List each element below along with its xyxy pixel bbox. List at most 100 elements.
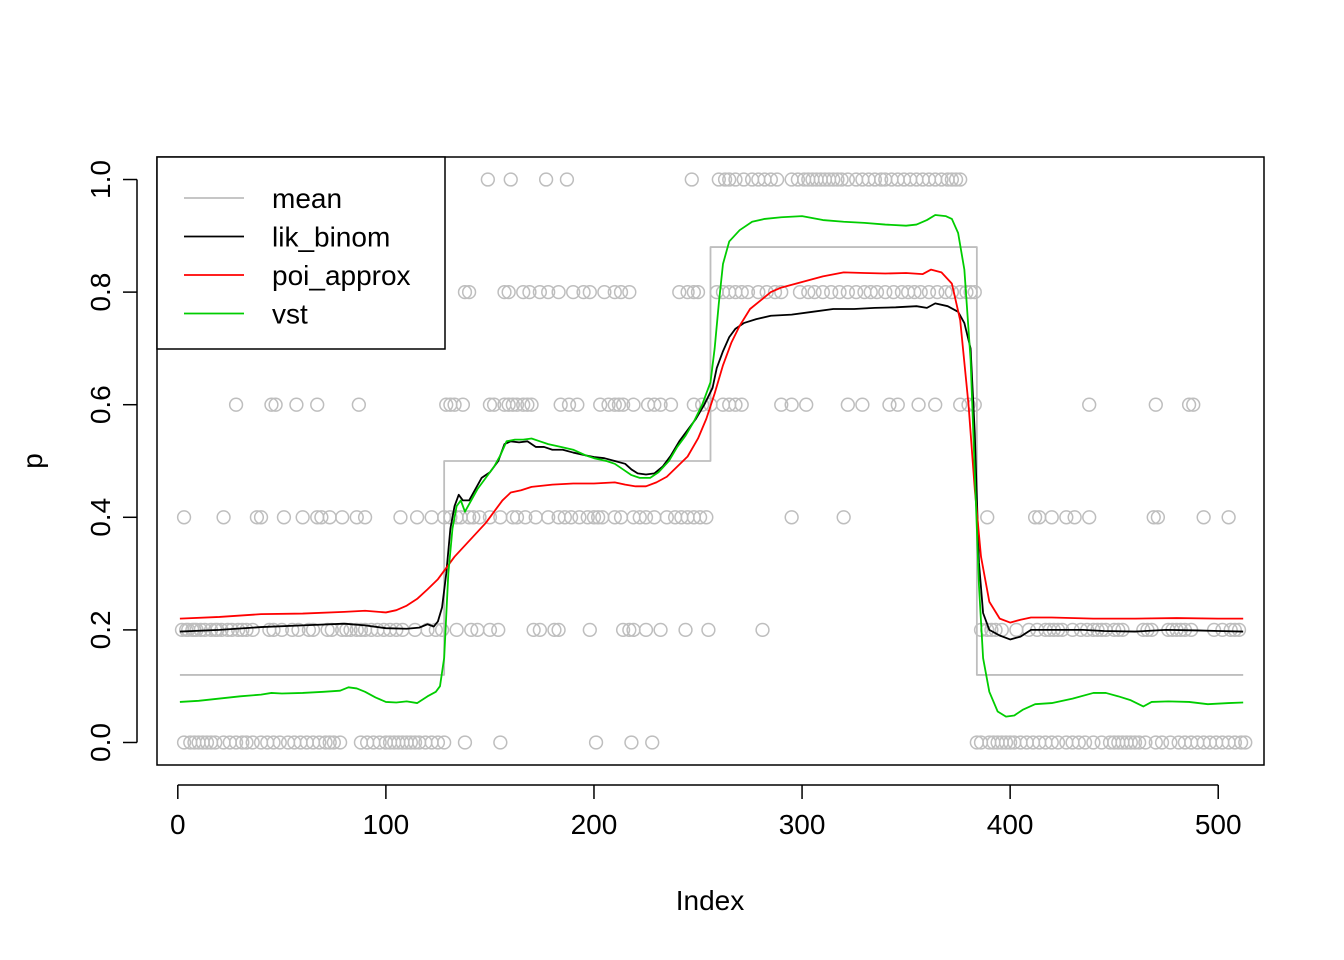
data-point (349, 622, 364, 638)
data-point (532, 622, 548, 638)
series-lines (179, 214, 1244, 718)
data-point (503, 172, 518, 187)
plot-border (156, 156, 1265, 766)
data-point (322, 735, 337, 750)
data-point (266, 735, 281, 750)
data-point (501, 397, 516, 412)
data-point (245, 735, 260, 750)
data-point (836, 510, 851, 525)
data-point (576, 284, 591, 300)
data-point (491, 622, 506, 638)
data-point (176, 735, 192, 750)
data-point (597, 284, 612, 300)
observation-points (174, 172, 1253, 750)
data-point (840, 397, 855, 412)
data-point (826, 172, 841, 187)
data-point (582, 284, 597, 300)
data-point (561, 397, 577, 412)
data-point (351, 397, 366, 412)
series-line-lik-binom (179, 302, 1244, 641)
data-point (501, 284, 516, 300)
data-point (434, 622, 450, 638)
data-point (516, 397, 531, 412)
data-point (538, 172, 554, 187)
data-point (461, 510, 477, 525)
data-point (672, 284, 687, 300)
data-point (266, 622, 281, 638)
data-point (734, 284, 749, 300)
data-point (867, 172, 883, 187)
data-point (1127, 735, 1143, 750)
data-point (611, 397, 627, 412)
data-point (680, 284, 695, 300)
data-point (526, 622, 541, 638)
data-point (199, 735, 215, 750)
data-point (692, 510, 708, 525)
data-point (763, 172, 778, 187)
data-point (1132, 735, 1147, 750)
data-point (274, 622, 289, 638)
data-point (1067, 510, 1082, 525)
data-point (615, 397, 631, 412)
data-point (1138, 735, 1153, 750)
data-point (482, 510, 498, 525)
data-point (769, 172, 785, 187)
data-point (437, 735, 452, 750)
data-point (1059, 510, 1074, 525)
data-point (322, 510, 337, 525)
data-point (314, 510, 329, 525)
series-line-poi-approx (179, 268, 1244, 624)
data-point (647, 397, 662, 412)
legend-label: poi_approx (272, 260, 411, 291)
data-point (522, 284, 537, 300)
x-tick-label: 100 (363, 809, 410, 840)
data-point (482, 622, 498, 638)
data-point (447, 397, 462, 412)
data-point (1009, 622, 1024, 638)
data-point (305, 622, 321, 638)
data-point (291, 622, 306, 638)
data-point (863, 284, 878, 300)
data-point (632, 510, 647, 525)
data-point (930, 284, 945, 300)
data-point (624, 735, 639, 750)
data-point (834, 172, 849, 187)
data-point (873, 172, 889, 187)
data-point (1086, 735, 1101, 750)
data-point (613, 284, 629, 300)
data-point (601, 397, 616, 412)
data-point (740, 284, 756, 300)
data-point (774, 397, 789, 412)
data-point (690, 284, 706, 300)
data-point (653, 622, 668, 638)
data-point (878, 284, 893, 300)
legend-label: mean (272, 183, 342, 214)
data-point (276, 510, 292, 525)
data-point (734, 397, 749, 412)
data-point (855, 397, 870, 412)
data-point (622, 622, 637, 638)
data-point (480, 172, 496, 187)
data-point (638, 510, 654, 525)
data-point (622, 284, 637, 300)
data-point (921, 284, 937, 300)
data-point (1148, 397, 1163, 412)
data-point (1223, 622, 1238, 638)
data-point (1196, 510, 1211, 525)
data-point (1148, 735, 1163, 750)
data-point (1123, 735, 1138, 750)
data-point (607, 284, 622, 300)
data-point (1146, 510, 1161, 525)
plot-frame (156, 156, 1265, 766)
data-point (357, 510, 373, 525)
data-point (736, 172, 751, 187)
data-point (1154, 735, 1170, 750)
data-point (457, 284, 473, 300)
data-point (678, 622, 693, 638)
data-point (784, 397, 799, 412)
data-point (407, 735, 423, 750)
data-point (869, 284, 885, 300)
data-point (457, 735, 473, 750)
x-tick-label: 500 (1195, 809, 1242, 840)
y-tick-label: 1.0 (85, 160, 116, 199)
